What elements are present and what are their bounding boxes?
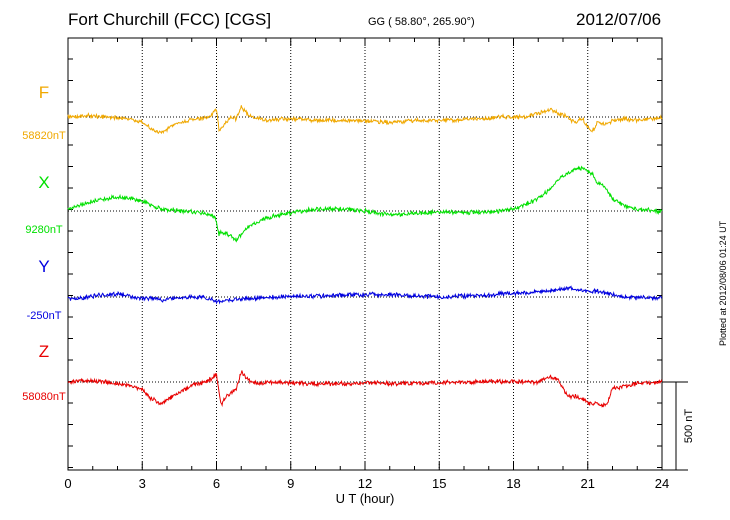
x-tick-label: 12 xyxy=(358,476,372,491)
series-label-Z: Z xyxy=(39,342,49,361)
x-tick-label: 24 xyxy=(655,476,669,491)
scale-bar-label: 500 nT xyxy=(683,409,695,444)
date-label: 2012/07/06 xyxy=(576,10,662,29)
series-label-Y: Y xyxy=(38,257,49,276)
station-title: Fort Churchill (FCC) [CGS] xyxy=(68,10,272,29)
x-axis-label: U T (hour) xyxy=(336,491,395,506)
x-tick-label: 3 xyxy=(139,476,146,491)
coordinates-label: GG ( 58.80°, 265.90°) xyxy=(368,16,475,28)
x-tick-label: 21 xyxy=(581,476,595,491)
series-line-Y xyxy=(67,285,663,305)
series-baseline-Y: -250nT xyxy=(27,310,62,322)
x-tick-label: 6 xyxy=(213,476,220,491)
series-baseline-Z: 58080nT xyxy=(22,391,66,403)
x-tick-label: 18 xyxy=(506,476,520,491)
series-baseline-X: 9280nT xyxy=(25,224,63,236)
series-line-Z xyxy=(67,370,663,408)
series-line-X xyxy=(67,165,663,243)
series-label-F: F xyxy=(39,83,49,102)
series-baseline-F: 58820nT xyxy=(22,130,66,142)
series-label-X: X xyxy=(38,173,49,192)
x-tick-label: 0 xyxy=(64,476,71,491)
series-line-F xyxy=(67,105,663,135)
plotted-timestamp: Plotted at 2012/08/06 01:24 UT xyxy=(718,220,728,346)
x-tick-label: 15 xyxy=(432,476,446,491)
x-tick-label: 9 xyxy=(287,476,294,491)
